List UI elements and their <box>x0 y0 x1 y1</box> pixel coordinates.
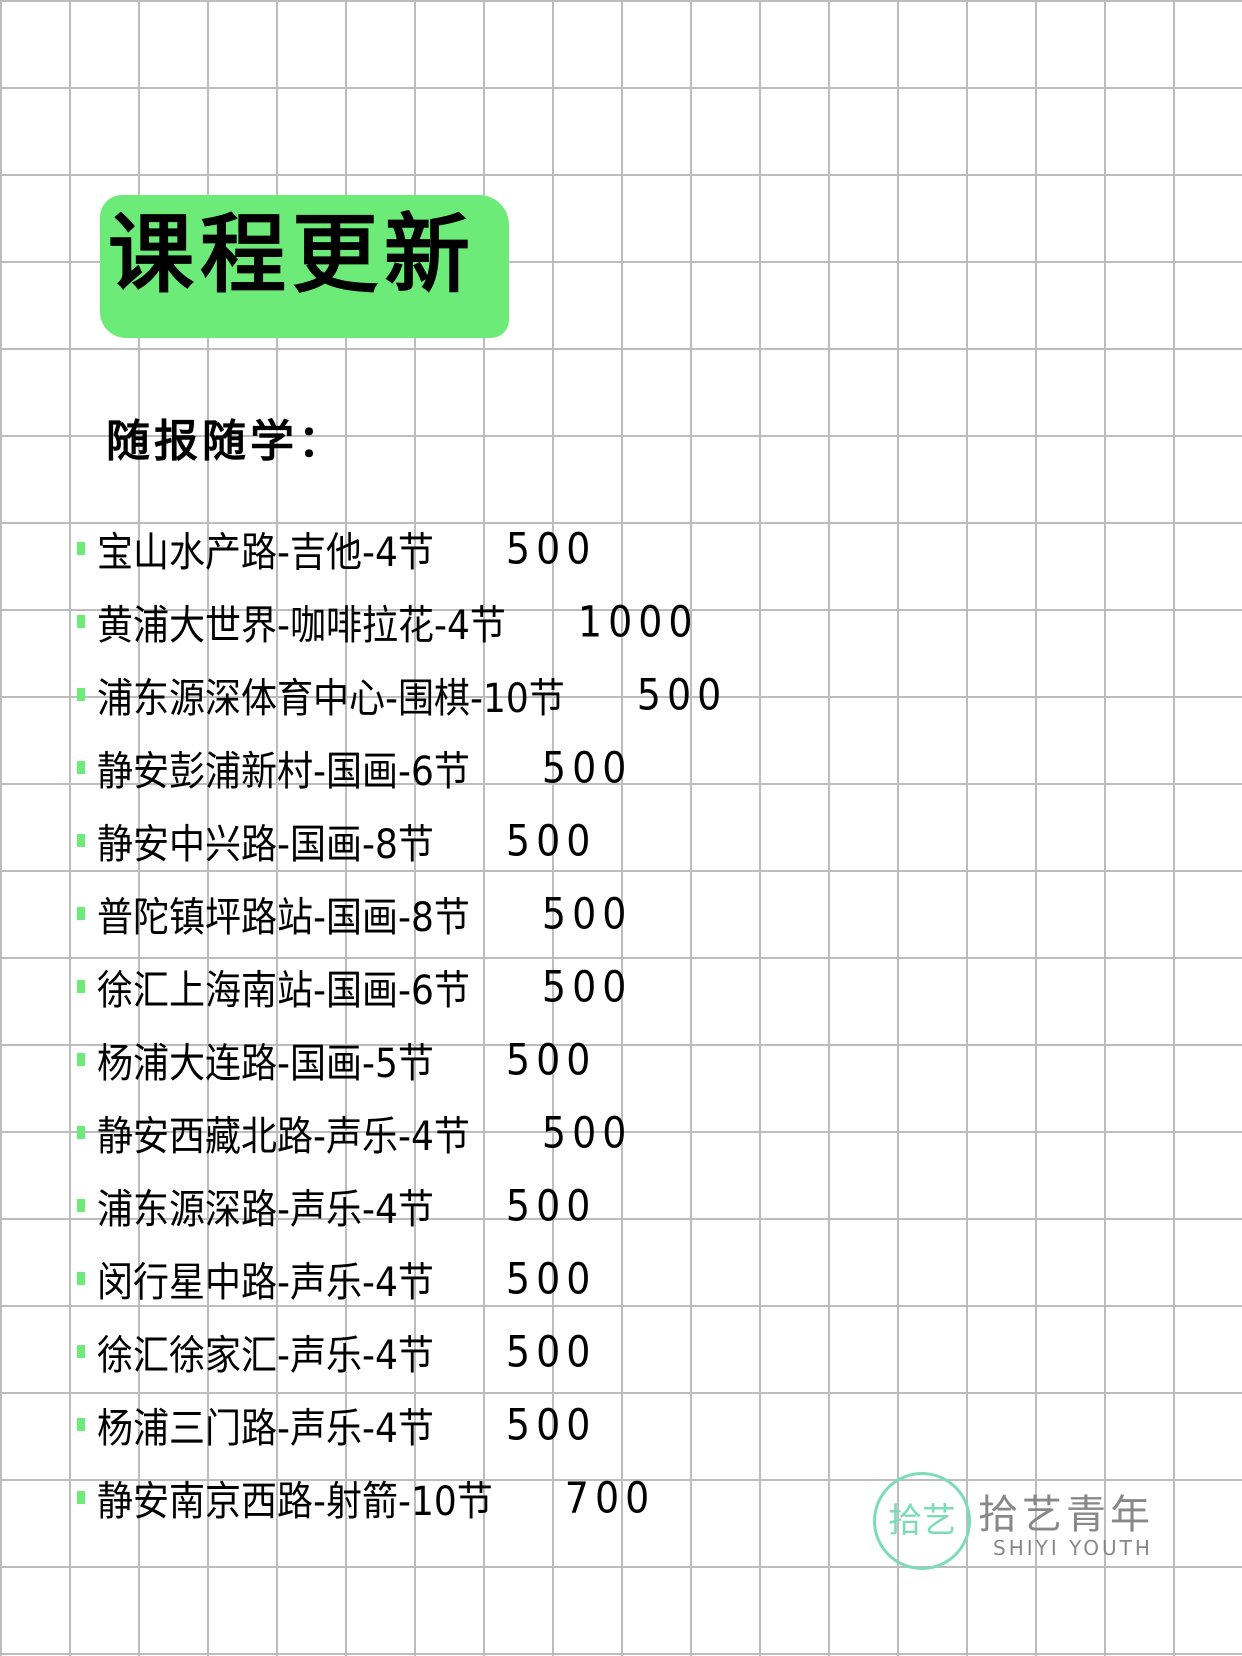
course-name: 静安西藏北路-声乐-4节 <box>97 1113 470 1160</box>
bullet-marker <box>77 1345 85 1358</box>
course-item: 徐汇上海南站-国画-6节 500 <box>77 950 727 1023</box>
course-price: 500 <box>505 1180 597 1231</box>
course-item: 闵行星中路-声乐-4节 500 <box>77 1242 727 1315</box>
course-item: 杨浦三门路-声乐-4节 500 <box>77 1388 727 1461</box>
course-price: 500 <box>541 961 633 1012</box>
course-price: 1000 <box>577 596 699 647</box>
course-name: 闵行星中路-声乐-4节 <box>97 1259 434 1306</box>
bullet-marker <box>77 1418 85 1431</box>
course-name: 浦东源深路-声乐-4节 <box>97 1186 434 1233</box>
bullet-marker <box>77 980 85 993</box>
bullet-marker <box>77 1199 85 1212</box>
page-title: 课程更新 <box>108 205 476 305</box>
course-item: 浦东源深体育中心-围棋-10节 500 <box>77 658 727 731</box>
bullet-marker <box>77 761 85 774</box>
course-price: 500 <box>541 742 633 793</box>
course-name: 杨浦三门路-声乐-4节 <box>97 1405 434 1452</box>
course-name: 浦东源深体育中心-围棋-10节 <box>97 675 565 722</box>
logo-mark-text: 拾艺 <box>888 1501 956 1541</box>
course-name: 静安南京西路-射箭-10节 <box>97 1478 493 1525</box>
subtitle: 随报随学： <box>106 416 346 467</box>
bullet-marker <box>77 615 85 628</box>
course-item: 静安彭浦新村-国画-6节 500 <box>77 731 727 804</box>
course-item: 浦东源深路-声乐-4节 500 <box>77 1169 727 1242</box>
course-list: 宝山水产路-吉他-4节 500 黄浦大世界-咖啡拉花-4节 1000 浦东源深体… <box>77 512 727 1534</box>
course-item: 徐汇徐家汇-声乐-4节 500 <box>77 1315 727 1388</box>
course-name: 静安彭浦新村-国画-6节 <box>97 748 470 795</box>
course-name: 徐汇上海南站-国画-6节 <box>97 967 470 1014</box>
course-price: 500 <box>505 1253 597 1304</box>
course-name: 宝山水产路-吉他-4节 <box>97 529 434 576</box>
logo-mark: 拾艺 <box>873 1472 971 1570</box>
course-price: 500 <box>505 523 597 574</box>
course-item: 宝山水产路-吉他-4节 500 <box>77 512 727 585</box>
course-name: 杨浦大连路-国画-5节 <box>97 1040 434 1087</box>
title-highlight <box>100 195 509 338</box>
course-price: 500 <box>541 888 633 939</box>
brand-logo: 拾艺 拾艺青年 SHIYI YOUTH <box>873 1472 1242 1582</box>
course-item: 黄浦大世界-咖啡拉花-4节 1000 <box>77 585 727 658</box>
course-item: 静安中兴路-国画-8节 500 <box>77 804 727 877</box>
course-price: 500 <box>505 1034 597 1085</box>
course-price: 500 <box>505 1326 597 1377</box>
bullet-marker <box>77 542 85 555</box>
course-name: 普陀镇坪路站-国画-8节 <box>97 894 470 941</box>
course-item: 静安西藏北路-声乐-4节 500 <box>77 1096 727 1169</box>
bullet-marker <box>77 834 85 847</box>
bullet-marker <box>77 1272 85 1285</box>
bullet-marker <box>77 1126 85 1139</box>
bullet-marker <box>77 1491 85 1504</box>
logo-name-en: SHIYI YOUTH <box>993 1536 1153 1560</box>
bullet-marker <box>77 907 85 920</box>
course-price: 500 <box>505 1399 597 1450</box>
course-price: 500 <box>505 815 597 866</box>
course-item: 普陀镇坪路站-国画-8节 500 <box>77 877 727 950</box>
course-price: 500 <box>636 669 728 720</box>
logo-name-cn: 拾艺青年 <box>978 1492 1154 1538</box>
course-price: 700 <box>564 1472 656 1523</box>
bullet-marker <box>77 688 85 701</box>
course-price: 500 <box>541 1107 633 1158</box>
bullet-marker <box>77 1053 85 1066</box>
course-item: 静安南京西路-射箭-10节 700 <box>77 1461 727 1534</box>
course-name: 徐汇徐家汇-声乐-4节 <box>97 1332 434 1379</box>
course-name: 静安中兴路-国画-8节 <box>97 821 434 868</box>
course-name: 黄浦大世界-咖啡拉花-4节 <box>97 602 506 649</box>
course-item: 杨浦大连路-国画-5节 500 <box>77 1023 727 1096</box>
